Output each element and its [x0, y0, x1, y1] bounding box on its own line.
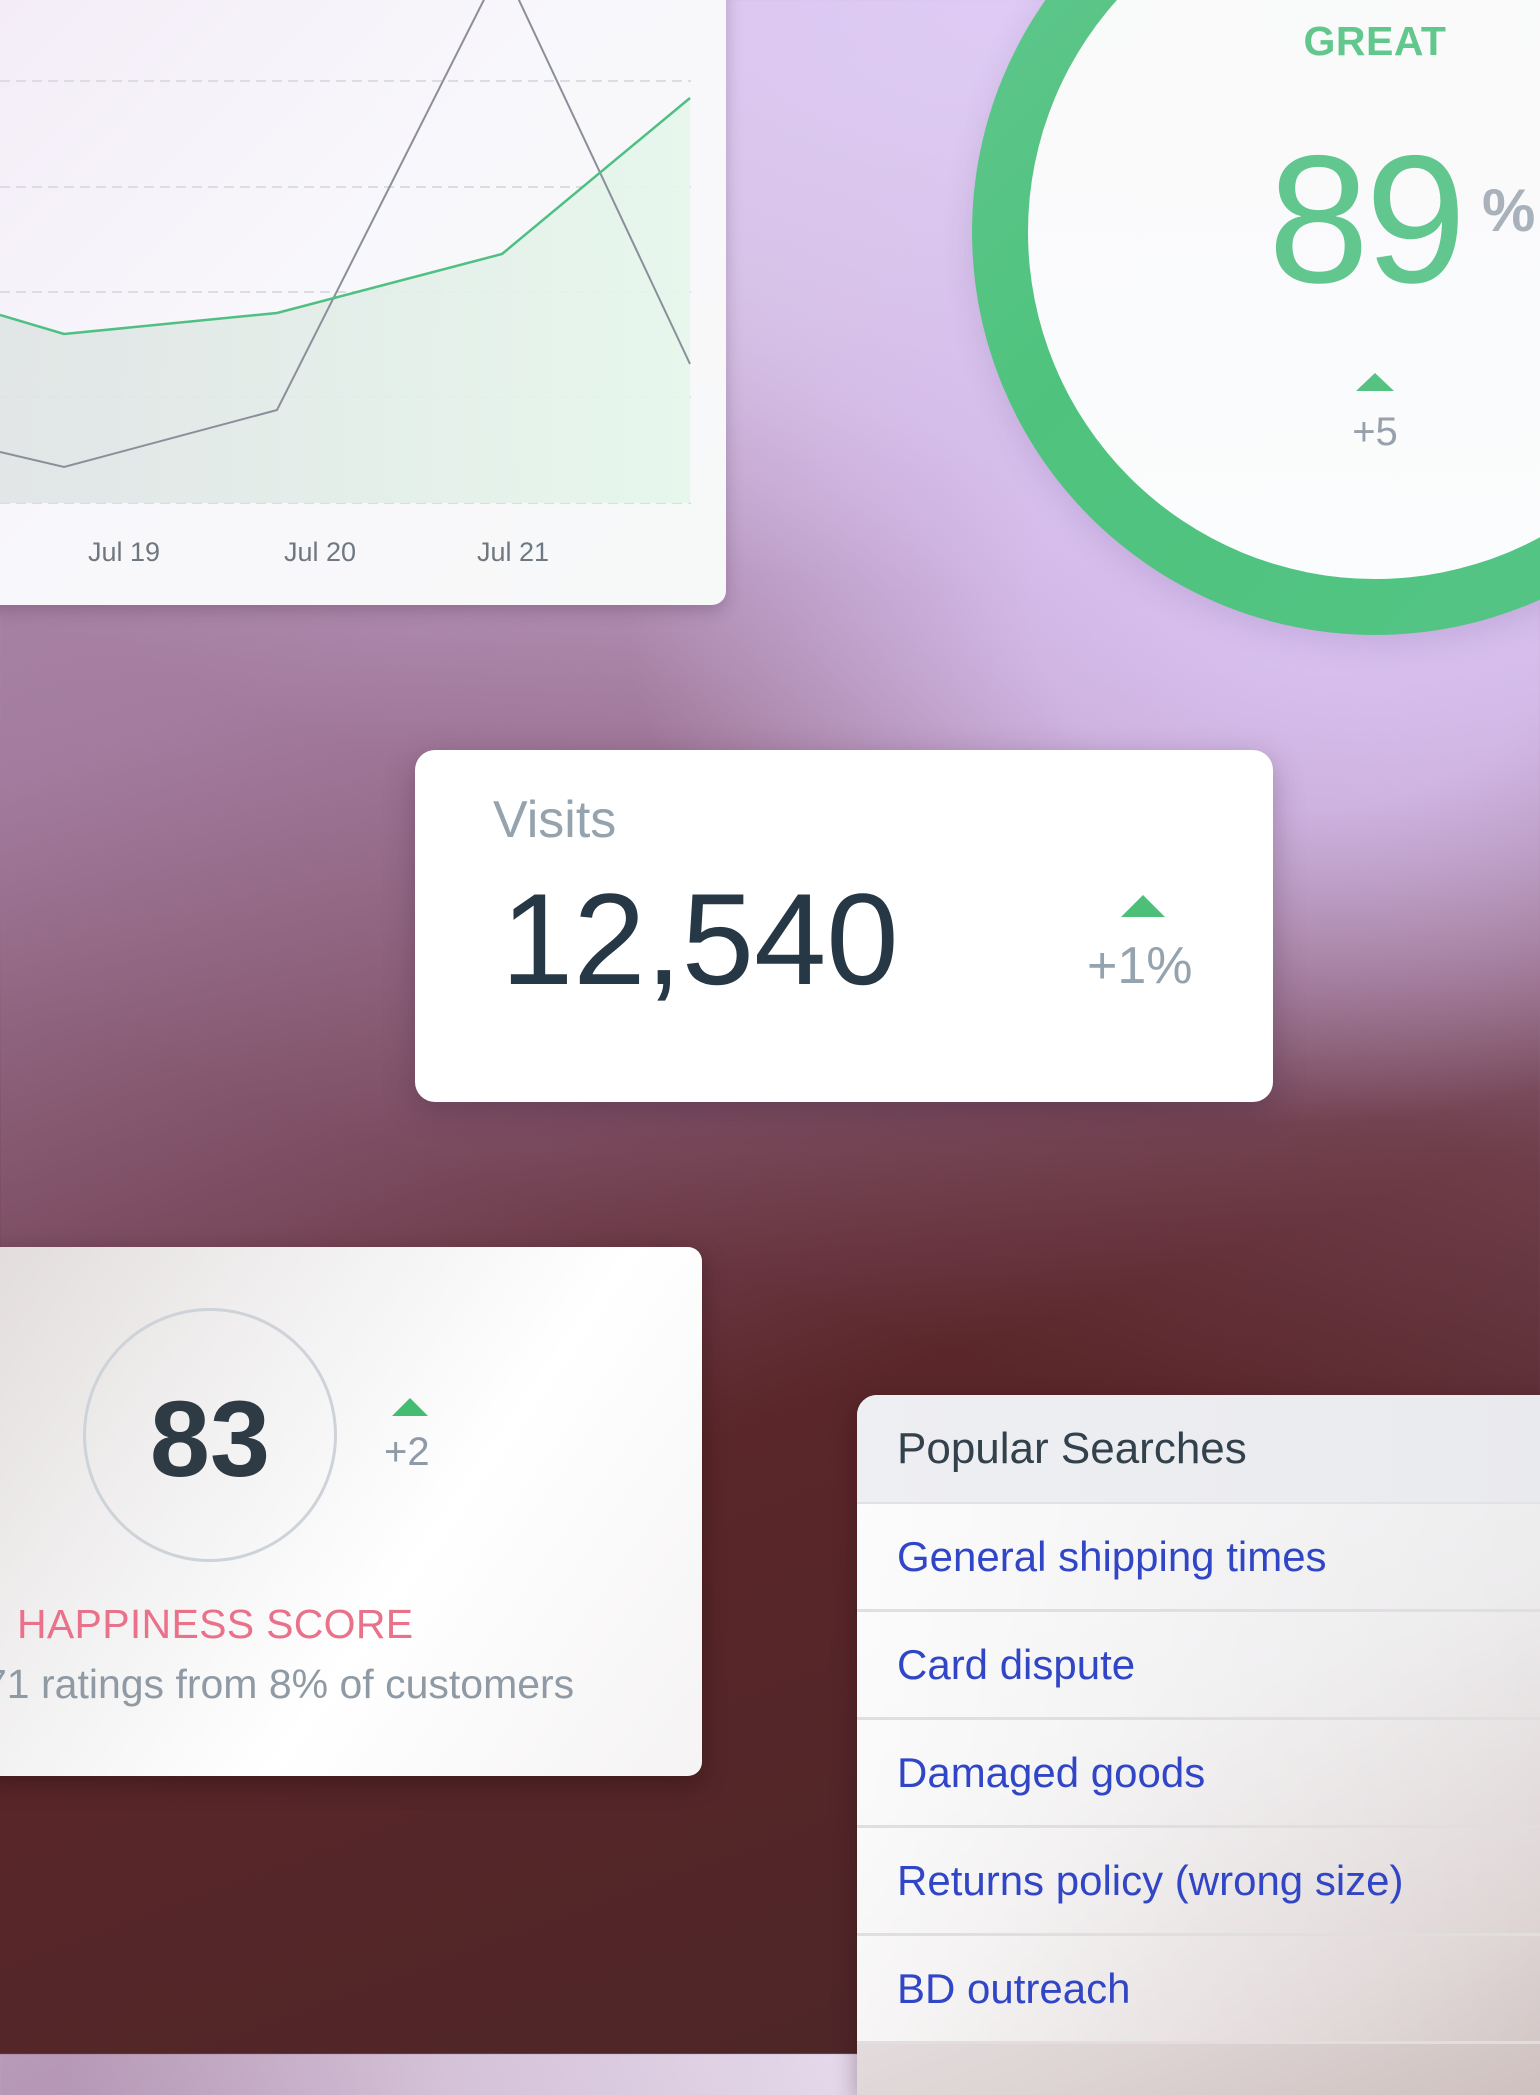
happiness-score-title: HAPPINESS SCORE: [17, 1601, 414, 1647]
happiness-score-subtitle: 71 ratings from 8% of customers: [0, 1661, 575, 1707]
happiness-score-ring: [83, 1308, 337, 1562]
visits-label: Visits: [493, 791, 617, 849]
score-status: GREAT: [1303, 18, 1447, 64]
popular-searches-title: Popular Searches: [857, 1395, 1540, 1504]
search-link-returns-policy[interactable]: Returns policy (wrong size): [857, 1828, 1540, 1936]
happiness-score-card: 83 +2 HAPPINESS SCORE 71 ratings from 8%…: [0, 1247, 702, 1776]
search-link-card-dispute[interactable]: Card dispute: [857, 1612, 1540, 1720]
series-a-area: [0, 98, 690, 503]
trend-up-icon: [392, 1398, 428, 1416]
happiness-score-value: 83: [149, 1378, 271, 1499]
x-axis-label: Jul 19: [87, 537, 161, 567]
x-axis-label: Jul 21: [476, 537, 550, 567]
search-link-damaged-goods[interactable]: Damaged goods: [857, 1720, 1540, 1828]
happiness-score-delta: +2: [384, 1430, 430, 1474]
popular-searches-card: Popular Searches General shipping times …: [857, 1395, 1540, 2095]
trend-up-icon: [1356, 373, 1394, 391]
line-chart: [0, 0, 691, 504]
visits-card: Visits 12,540 +1%: [415, 750, 1273, 1102]
score-unit: %: [1482, 177, 1536, 244]
line-chart-card: Jul 19 Jul 20 Jul 21: [0, 0, 726, 605]
score-value: 89: [1268, 117, 1466, 321]
score-delta: +5: [1352, 410, 1398, 454]
series-b-line: [0, 0, 691, 469]
visits-value: 12,540: [501, 866, 899, 1012]
trend-up-icon: [1121, 895, 1165, 917]
visits-delta: +1%: [1087, 937, 1193, 995]
series-a-line: [0, 97, 691, 336]
search-link-bd-outreach[interactable]: BD outreach: [857, 1936, 1540, 2044]
score-gauge-ring: [972, 0, 1540, 635]
search-link-general-shipping-times[interactable]: General shipping times: [857, 1504, 1540, 1612]
x-axis-label: Jul 20: [283, 537, 357, 567]
